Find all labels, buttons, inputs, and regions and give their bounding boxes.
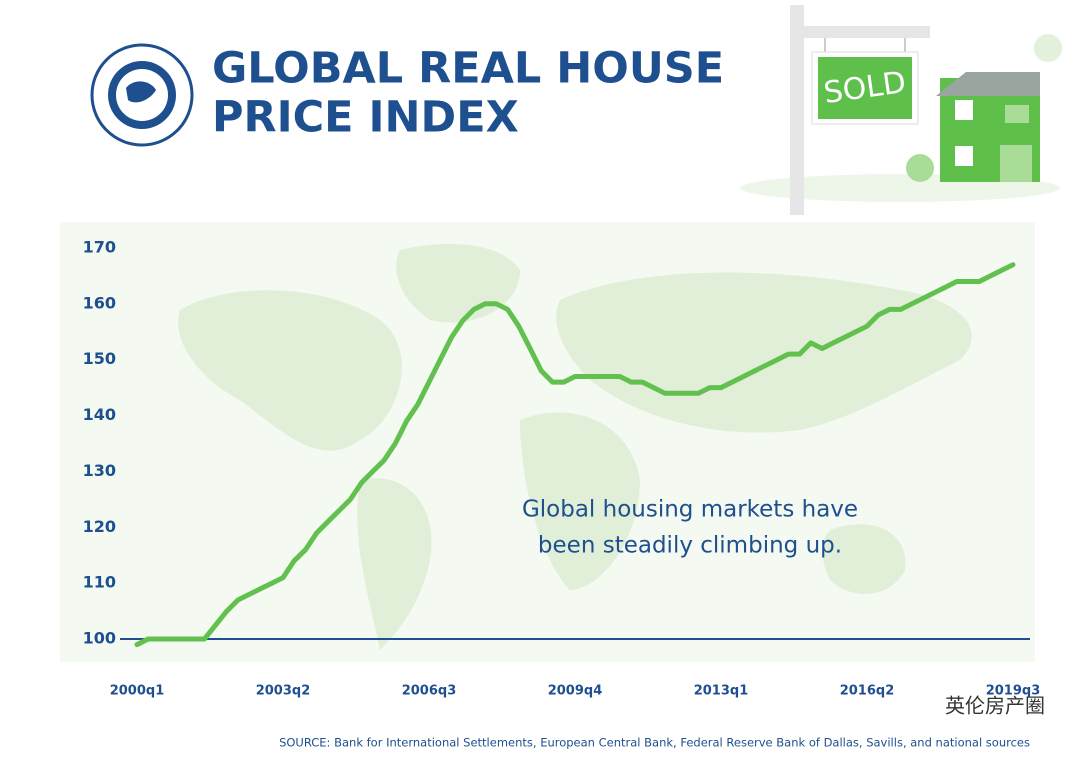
annotation: been steadily climbing up. [538,533,842,559]
y-tick-label: 140 [83,405,116,424]
x-tick-label: 2006q3 [402,684,457,699]
x-tick-label: 2013q1 [694,684,749,699]
watermark: 英伦房产圈 [945,694,1045,718]
y-tick-label: 130 [83,461,116,480]
title-line: PRICE INDEX [212,93,519,143]
x-tick-label: 2019q3 [986,684,1041,699]
source: SOURCE: Bank for International Settlemen… [279,736,1030,750]
annotation: Global housing markets have [522,497,858,523]
x-tick-label: 2016q2 [840,684,895,699]
y-tick-label: 120 [83,517,116,536]
title-line: GLOBAL REAL HOUSE [212,44,724,94]
sold-sign [740,5,1062,215]
y-tick-label: 100 [83,629,116,648]
y-tick-label: 110 [83,573,116,592]
data-line [134,262,1016,648]
y-tick-label: 160 [83,293,116,312]
x-tick-label: 2003q2 [256,684,311,699]
y-tick-label: 170 [83,237,116,256]
x-tick-label: 2009q4 [548,684,603,699]
imf-logo [90,43,194,147]
y-tick-label: 150 [83,349,116,368]
x-tick-label: 2000q1 [110,684,165,699]
